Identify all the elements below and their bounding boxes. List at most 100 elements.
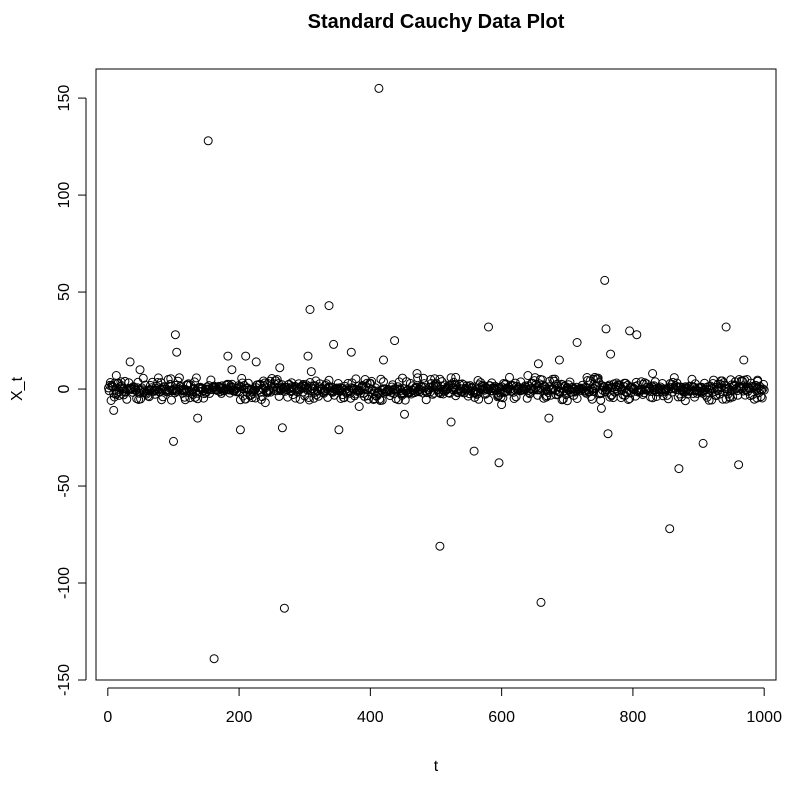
data-point [680,387,690,397]
data-point [752,393,762,403]
data-point [138,373,148,383]
data-point [209,654,219,664]
data-point [469,446,479,456]
x-tick-label: 400 [357,709,384,726]
data-point [546,390,556,400]
data-point [680,396,690,406]
data-point [484,395,493,405]
data-point [306,367,316,377]
y-tick-label: -100 [56,567,73,599]
data-point [153,373,163,383]
data-point [235,425,245,435]
data-point [572,394,582,403]
x-tick-label: 0 [103,709,112,726]
data-point [125,357,135,367]
data-point [303,351,313,361]
data-point [329,339,339,349]
data-point [394,395,404,405]
data-point [663,394,673,404]
data-points [104,83,769,664]
data-point [180,395,190,405]
data-point [625,394,635,404]
data-point [172,347,182,357]
chart-title: Standard Cauchy Data Plot [308,11,565,33]
data-point [446,373,456,383]
data-point [363,394,373,404]
data-point [400,409,409,419]
data-point [484,322,493,332]
data-point [758,384,768,394]
data-point [199,393,209,403]
y-tick-label: 0 [56,385,73,394]
data-point [501,379,511,389]
data-point [759,385,769,395]
data-point [554,355,564,365]
data-point [279,603,289,613]
data-point [223,351,233,361]
x-tick-label: 200 [226,709,253,726]
data-point [412,369,422,378]
data-point [435,541,445,551]
data-point [734,460,744,470]
plot-frame [95,68,777,681]
data-point [128,387,138,397]
data-point [593,373,603,383]
data-point [721,322,731,332]
data-point [704,395,714,405]
data-point [606,349,616,359]
x-axis-label: t [434,758,439,775]
y-axis-label: X_t [9,376,26,401]
data-point [509,394,519,403]
y-tick-label: 150 [56,85,73,112]
data-point [528,378,537,388]
data-point [605,392,615,402]
y-tick-label: -150 [56,664,73,696]
data-point [291,393,300,403]
data-point [589,374,598,384]
data-point [275,363,285,373]
data-point [674,464,684,474]
data-point [342,384,352,394]
data-point [109,405,119,415]
data-point [170,330,180,340]
data-point [194,386,204,396]
data-point [698,438,708,448]
data-point [315,379,325,389]
data-point [203,136,213,146]
data-point [604,381,614,391]
data-point [277,423,287,433]
data-point [376,374,386,384]
data-point [305,305,315,314]
data-point [558,394,568,404]
data-point [596,403,606,413]
data-point [665,524,675,534]
data-point [600,275,610,285]
data-point [449,377,459,387]
y-tick-label: 100 [56,182,73,209]
data-point [451,372,461,382]
data-point [589,384,599,394]
data-point [258,376,268,386]
data-point [759,379,768,389]
data-point [724,392,734,402]
y-axis: -150 -100 -50 0 50 100 150 [56,85,87,696]
data-point [419,373,428,383]
data-point [174,373,184,383]
data-point [587,394,597,404]
y-tick-label: 50 [56,283,73,301]
data-point [533,390,543,400]
data-point [434,388,444,398]
data-point [365,378,375,388]
data-point [668,377,678,387]
data-point [572,338,582,347]
x-axis: 0 200 400 600 800 1000 [103,687,782,726]
data-point [306,381,316,391]
data-point [374,83,384,93]
data-point [494,458,504,468]
data-point [603,429,613,439]
data-point [346,347,356,357]
data-point [260,398,270,408]
data-point [197,384,207,394]
data-point [625,326,635,336]
data-point [669,383,679,393]
